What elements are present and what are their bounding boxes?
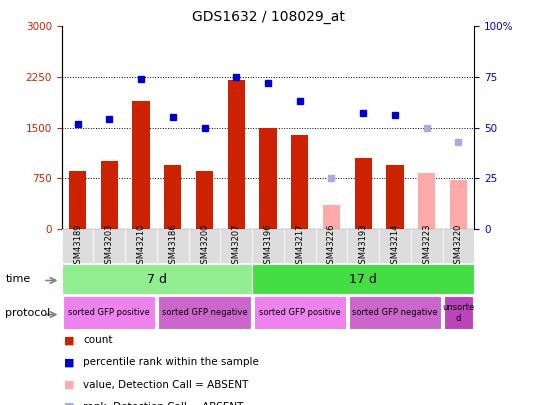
Text: GSM43196: GSM43196 — [264, 223, 272, 269]
Bar — [93, 229, 125, 263]
Text: 17 d: 17 d — [349, 273, 377, 286]
Bar — [63, 296, 155, 329]
Text: rank, Detection Call = ABSENT: rank, Detection Call = ABSENT — [83, 402, 243, 405]
Text: GSM43210: GSM43210 — [137, 223, 145, 269]
Bar — [196, 171, 213, 229]
Text: GSM43193: GSM43193 — [359, 223, 368, 269]
Bar — [291, 135, 309, 229]
Bar — [220, 229, 252, 263]
Text: percentile rank within the sample: percentile rank within the sample — [83, 358, 259, 367]
Bar — [347, 229, 379, 263]
Bar — [252, 229, 284, 263]
Bar — [69, 171, 86, 229]
Bar — [349, 296, 441, 329]
Text: GSM43217: GSM43217 — [295, 223, 304, 269]
Text: ■: ■ — [64, 335, 75, 345]
Text: GSM43186: GSM43186 — [168, 223, 177, 269]
Text: GSM43203: GSM43203 — [105, 223, 114, 269]
Bar — [444, 296, 473, 329]
Bar — [284, 229, 316, 263]
Text: GDS1632 / 108029_at: GDS1632 / 108029_at — [191, 10, 345, 24]
Text: GSM43207: GSM43207 — [232, 223, 241, 269]
Bar — [227, 80, 245, 229]
Text: sorted GFP negative: sorted GFP negative — [162, 308, 247, 318]
Bar — [354, 158, 372, 229]
Text: GSM43214: GSM43214 — [391, 223, 399, 269]
Text: value, Detection Call = ABSENT: value, Detection Call = ABSENT — [83, 380, 249, 390]
Bar — [125, 229, 157, 263]
Text: ■: ■ — [64, 358, 75, 367]
Bar — [443, 229, 474, 263]
Bar — [316, 229, 347, 263]
Bar — [189, 229, 220, 263]
Bar — [379, 229, 411, 263]
Bar — [132, 100, 150, 229]
Bar — [62, 264, 252, 294]
Text: unsorte
d: unsorte d — [442, 303, 474, 322]
Text: GSM43226: GSM43226 — [327, 223, 336, 269]
Text: time: time — [5, 274, 31, 284]
Bar — [252, 264, 474, 294]
Bar — [62, 229, 93, 263]
Bar — [386, 165, 404, 229]
Bar — [159, 296, 250, 329]
Bar — [450, 180, 467, 229]
Text: GSM43189: GSM43189 — [73, 223, 82, 269]
Bar — [411, 229, 443, 263]
Text: sorted GFP positive: sorted GFP positive — [259, 308, 340, 318]
Bar — [101, 161, 118, 229]
Text: GSM43220: GSM43220 — [454, 223, 463, 269]
Text: sorted GFP positive: sorted GFP positive — [69, 308, 150, 318]
Text: sorted GFP negative: sorted GFP negative — [352, 308, 438, 318]
Bar — [254, 296, 346, 329]
Bar — [323, 205, 340, 229]
Text: GSM43223: GSM43223 — [422, 223, 431, 269]
Text: 7 d: 7 d — [147, 273, 167, 286]
Text: protocol: protocol — [5, 308, 50, 318]
Text: ■: ■ — [64, 380, 75, 390]
Text: ■: ■ — [64, 402, 75, 405]
Bar — [418, 173, 435, 229]
Bar — [164, 165, 182, 229]
Text: count: count — [83, 335, 113, 345]
Bar — [157, 229, 189, 263]
Bar — [259, 128, 277, 229]
Text: GSM43200: GSM43200 — [200, 223, 209, 269]
